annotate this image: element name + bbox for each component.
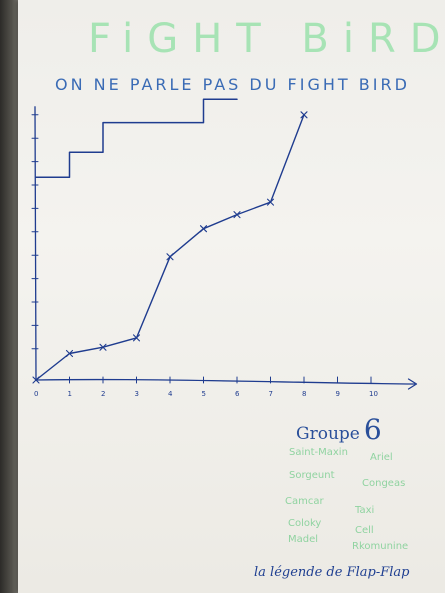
legend-caption: la légende de Flap-Flap [254, 565, 410, 580]
x-tick-label: 7 [269, 390, 273, 398]
page-title: FiGHT BiRD [88, 16, 445, 62]
group-label-text: Groupe [296, 424, 360, 444]
group-number: 6 [363, 413, 382, 446]
member-name: Camcar [285, 496, 324, 507]
data-point-marker [65, 349, 74, 358]
x-tick-label: 2 [101, 390, 105, 398]
x-tick-label: 5 [202, 390, 206, 398]
y-axis [34, 106, 37, 381]
x-tick-label: 1 [68, 390, 72, 398]
series-line [35, 114, 305, 381]
member-name: Taxi [355, 505, 375, 516]
board-frame [0, 0, 20, 593]
member-name: Sorgeunt [289, 470, 335, 481]
x-tick-label: 9 [336, 390, 340, 398]
member-name: Cell [355, 525, 374, 536]
data-point-marker [99, 343, 107, 351]
chart-ticks: 0 1 2 3 4 5 6 7 8 9 10 [31, 114, 378, 398]
x-tick-label: 3 [135, 390, 139, 398]
x-axis [35, 378, 416, 385]
data-point-marker [199, 225, 208, 233]
member-name: Coloky [288, 518, 322, 529]
x-tick-label: 10 [369, 390, 378, 398]
member-name: Rkomunine [352, 541, 409, 552]
x-axis-arrow [407, 378, 418, 390]
data-point-marker [32, 376, 40, 384]
x-tick-label: 8 [302, 390, 306, 398]
data-point-marker [300, 111, 308, 119]
chart-axes [34, 106, 418, 390]
member-name: Madel [288, 534, 319, 545]
member-name: Congeas [362, 478, 406, 489]
member-name: Ariel [370, 452, 393, 463]
chart-series [32, 98, 308, 384]
x-tick-label: 6 [235, 390, 240, 398]
data-point-marker [132, 334, 141, 342]
x-tick-label: 4 [168, 390, 173, 398]
series-line [35, 98, 238, 178]
x-tick-label: 0 [34, 390, 38, 398]
subtitle: ON NE PARLE PAS DU FIGHT BIRD [55, 75, 410, 94]
data-point-marker [233, 211, 241, 219]
data-point-marker [266, 198, 275, 206]
group-label: Groupe 6 [296, 413, 382, 446]
member-name: Saint-Maxin [289, 447, 348, 458]
data-point-marker [166, 253, 174, 261]
